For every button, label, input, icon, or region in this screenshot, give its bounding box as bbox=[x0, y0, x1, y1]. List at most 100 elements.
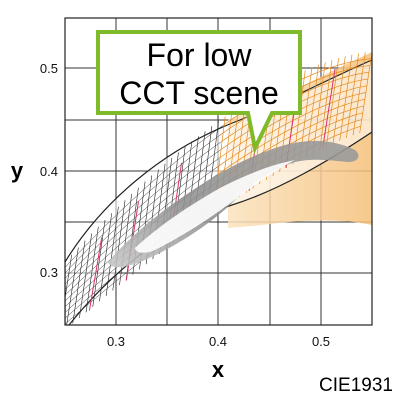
mesh-long-line bbox=[361, 85, 367, 88]
mesh-long-line bbox=[90, 291, 96, 297]
mesh-long-line bbox=[87, 281, 93, 287]
mesh-long-line bbox=[141, 214, 148, 219]
mesh-long-line bbox=[109, 248, 116, 254]
mesh-long-line bbox=[226, 126, 233, 131]
mesh-long-line bbox=[109, 216, 116, 222]
mesh-long-line bbox=[66, 299, 73, 305]
mesh-long-line bbox=[80, 300, 86, 305]
mesh-long-line bbox=[69, 309, 76, 314]
callout-line-2: CCT scene bbox=[119, 75, 278, 111]
mesh-long-line bbox=[216, 171, 222, 176]
mesh-long-line bbox=[65, 291, 70, 296]
mesh-long-line bbox=[346, 88, 352, 91]
mesh-long-line bbox=[322, 82, 329, 86]
mesh-long-line bbox=[345, 95, 351, 99]
mesh-long-line bbox=[162, 197, 168, 202]
mesh-long-line bbox=[301, 98, 307, 102]
mesh-long-line bbox=[158, 185, 165, 191]
mesh-long-line bbox=[85, 264, 91, 270]
mesh-long-line bbox=[347, 115, 353, 118]
mesh-long-line bbox=[106, 238, 113, 244]
mesh-long-line bbox=[155, 209, 162, 214]
mesh-long-line bbox=[87, 250, 93, 256]
mesh-long-line bbox=[128, 212, 134, 218]
mesh-long-line bbox=[328, 73, 335, 76]
mesh-long-line bbox=[78, 283, 84, 289]
mesh-long-line bbox=[266, 146, 272, 151]
mesh-long-line bbox=[103, 228, 110, 234]
mesh-long-line bbox=[120, 206, 126, 212]
mesh-long-line bbox=[71, 265, 78, 272]
mesh-long-line bbox=[241, 154, 248, 159]
mesh-long-line bbox=[231, 160, 238, 165]
mesh-long-line bbox=[325, 130, 332, 134]
mesh-long-line bbox=[196, 177, 203, 182]
mesh-long-line bbox=[332, 113, 339, 117]
mesh-long-line bbox=[114, 244, 121, 249]
cie1931-label: CIE1931 bbox=[319, 375, 393, 396]
mesh-long-line bbox=[309, 109, 315, 113]
mesh-long-line bbox=[98, 265, 105, 270]
mesh-long-line bbox=[140, 222, 147, 227]
mesh-long-line bbox=[303, 83, 309, 87]
mesh-long-line bbox=[357, 79, 363, 82]
mesh-long-line bbox=[167, 193, 173, 198]
mesh-long-line bbox=[116, 269, 122, 275]
mesh-long-line bbox=[65, 277, 72, 284]
mesh-long-line bbox=[348, 108, 354, 111]
mesh-long-line bbox=[90, 259, 96, 266]
mesh-long-line bbox=[55, 323, 60, 328]
mesh-long-line bbox=[191, 181, 198, 186]
mesh-long-line bbox=[324, 67, 331, 71]
mesh-long-line bbox=[210, 145, 216, 150]
mesh-long-line bbox=[353, 73, 359, 76]
mesh-long-line bbox=[117, 228, 123, 234]
mesh-long-line bbox=[310, 101, 316, 105]
mesh-long-line bbox=[99, 257, 106, 263]
mesh-long-line bbox=[198, 161, 205, 166]
mesh-long-line bbox=[74, 311, 80, 317]
mesh-long-line bbox=[257, 144, 263, 149]
mesh-long-line bbox=[205, 149, 211, 154]
mesh-long-line bbox=[331, 86, 338, 89]
mesh-long-line bbox=[342, 117, 348, 120]
mesh-long-line bbox=[207, 133, 213, 138]
mesh-long-line bbox=[337, 84, 343, 88]
mesh-long-line bbox=[312, 122, 318, 126]
mesh-long-line bbox=[355, 125, 361, 129]
mesh-long-line bbox=[113, 218, 120, 224]
mesh-long-line bbox=[125, 235, 131, 240]
mesh-long-line bbox=[314, 107, 320, 111]
mesh-long-line bbox=[132, 215, 138, 221]
mesh-long-line bbox=[105, 278, 112, 284]
mesh-long-line bbox=[176, 193, 182, 198]
mesh-long-line bbox=[143, 198, 150, 204]
mesh-long-line bbox=[111, 233, 118, 239]
mesh-long-line bbox=[319, 69, 326, 72]
mesh-long-line bbox=[350, 127, 356, 131]
mesh-long-line bbox=[65, 262, 70, 268]
mesh-long-line bbox=[345, 129, 351, 132]
mesh-long-line bbox=[311, 94, 317, 98]
mesh-long-line bbox=[364, 65, 370, 67]
mesh-long-line bbox=[232, 152, 239, 157]
mesh-long-line bbox=[274, 119, 281, 124]
x-axis-label: x bbox=[212, 357, 225, 382]
mesh-long-line bbox=[65, 276, 68, 279]
mesh-long-line bbox=[298, 122, 304, 126]
mesh-long-line bbox=[209, 153, 215, 159]
mesh-long-line bbox=[243, 137, 250, 142]
mesh-long-line bbox=[339, 70, 345, 73]
mesh-long-line bbox=[299, 114, 305, 118]
mesh-long-line bbox=[156, 201, 163, 207]
mesh-long-line bbox=[335, 133, 341, 137]
mesh-long-line bbox=[71, 295, 78, 301]
mesh-long-line bbox=[189, 160, 196, 166]
mesh-long-line bbox=[344, 68, 350, 71]
mesh-long-line bbox=[330, 128, 337, 132]
mesh-long-line bbox=[68, 286, 75, 292]
mesh-long-line bbox=[108, 223, 115, 229]
mesh-long-line bbox=[360, 92, 366, 94]
mesh-long-line bbox=[100, 282, 107, 288]
mesh-long-line bbox=[204, 157, 210, 162]
